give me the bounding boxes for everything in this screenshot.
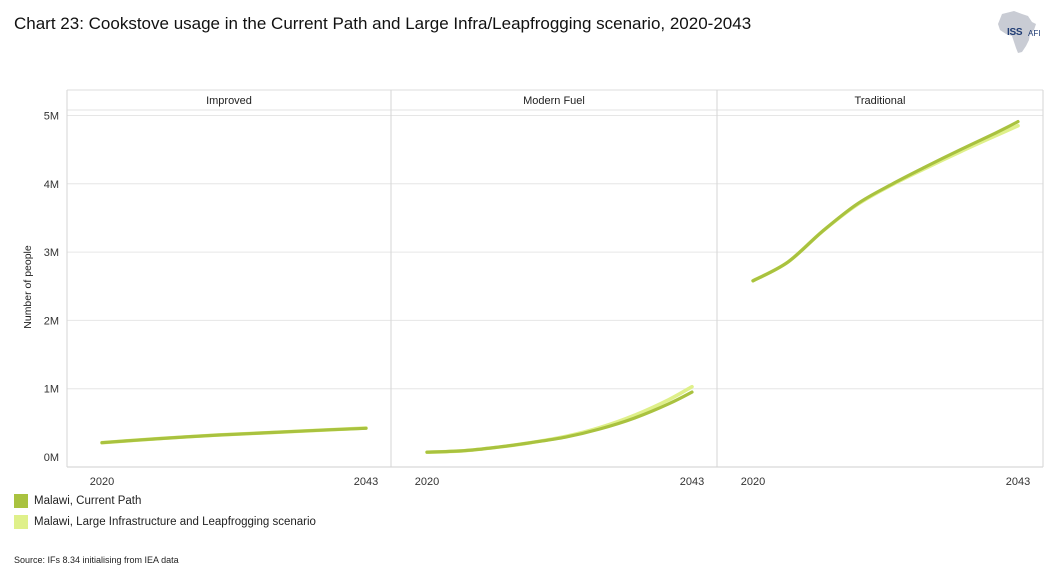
legend-item-current-path: Malawi, Current Path — [14, 490, 316, 511]
series-line-current-path-traditional — [751, 120, 1020, 283]
legend-item-scenario: Malawi, Large Infrastructure and Leapfro… — [14, 511, 316, 532]
x-tick-label: 2020 — [741, 476, 765, 488]
chart-title: Chart 23: Cookstove usage in the Current… — [14, 14, 752, 33]
axis-labels: 0M 1M 2M 3M 4M 5M Number of people Improved 2020… — [22, 95, 1030, 488]
x-tick-label: 2043 — [1006, 476, 1030, 488]
series-line-current-path-improved — [100, 426, 368, 445]
legend-swatch-current-path — [14, 493, 28, 508]
legend: Malawi, Current Path Malawi, Large Infra… — [14, 490, 316, 532]
y-tick-label: 1M — [44, 384, 59, 396]
x-tick-label: 2020 — [415, 476, 439, 488]
y-tick-label: 4M — [44, 179, 59, 191]
legend-label-current-path: Malawi, Current Path — [34, 494, 142, 507]
y-tick-label: 3M — [44, 247, 59, 259]
x-tick-label: 2043 — [680, 476, 704, 488]
x-tick-label: 2043 — [354, 476, 378, 488]
y-tick-label: 0M — [44, 452, 59, 464]
series-line-scenario-modern-fuel — [425, 384, 694, 454]
panel-title-improved: Improved — [206, 95, 252, 107]
logo-subtext: AFI — [1028, 29, 1041, 38]
y-axis-label: Number of people — [22, 245, 34, 329]
y-tick-label: 5M — [44, 111, 59, 123]
y-tick-label: 2M — [44, 315, 59, 327]
panel-title-modern-fuel: Modern Fuel — [523, 95, 585, 107]
legend-swatch-scenario — [14, 514, 28, 529]
panel-title-traditional: Traditional — [855, 95, 906, 107]
x-tick-label: 2020 — [90, 476, 114, 488]
series-layer — [100, 120, 1020, 454]
series-line-current-path-modern-fuel — [425, 390, 694, 454]
panel-frames — [66, 89, 1044, 468]
source-note: Source: IFs 8.34 initialising from IEA d… — [14, 555, 179, 565]
africa-map-icon — [998, 11, 1036, 53]
legend-label-scenario: Malawi, Large Infrastructure and Leapfro… — [34, 515, 316, 528]
logo-text: ISS — [1007, 27, 1023, 38]
grid-layer — [67, 115, 1043, 390]
